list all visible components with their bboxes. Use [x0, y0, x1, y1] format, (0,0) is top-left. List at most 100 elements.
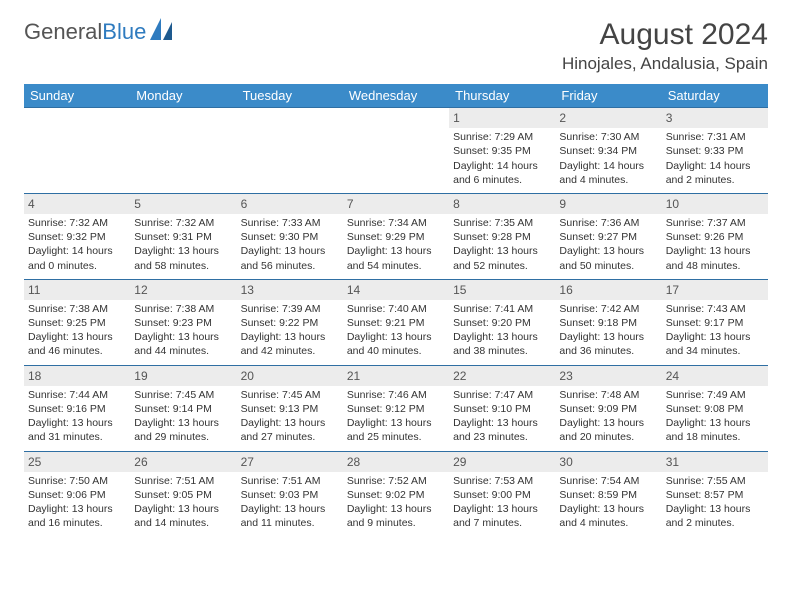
- sunrise-line: Sunrise: 7:40 AM: [347, 302, 445, 316]
- day-cell: 4Sunrise: 7:32 AMSunset: 9:32 PMDaylight…: [24, 193, 130, 279]
- brand-part1: General: [24, 19, 102, 44]
- day-cell: 18Sunrise: 7:44 AMSunset: 9:16 PMDayligh…: [24, 365, 130, 451]
- day-header: Wednesday: [343, 84, 449, 108]
- sunrise-line: Sunrise: 7:32 AM: [134, 216, 232, 230]
- daylight-line: Daylight: 14 hours and 0 minutes.: [28, 244, 126, 272]
- sunset-line: Sunset: 9:12 PM: [347, 402, 445, 416]
- daylight-line: Daylight: 13 hours and 14 minutes.: [134, 502, 232, 530]
- day-number: 17: [662, 280, 768, 300]
- day-cell: 31Sunrise: 7:55 AMSunset: 8:57 PMDayligh…: [662, 451, 768, 536]
- day-cell: 22Sunrise: 7:47 AMSunset: 9:10 PMDayligh…: [449, 365, 555, 451]
- day-cell: [130, 108, 236, 194]
- week-row: 18Sunrise: 7:44 AMSunset: 9:16 PMDayligh…: [24, 365, 768, 451]
- day-number: 28: [343, 452, 449, 472]
- sunrise-line: Sunrise: 7:43 AM: [666, 302, 764, 316]
- sunrise-line: Sunrise: 7:30 AM: [559, 130, 657, 144]
- sunset-line: Sunset: 9:05 PM: [134, 488, 232, 502]
- day-header: Thursday: [449, 84, 555, 108]
- sunset-line: Sunset: 9:33 PM: [666, 144, 764, 158]
- daylight-line: Daylight: 13 hours and 31 minutes.: [28, 416, 126, 444]
- day-number: 3: [662, 108, 768, 128]
- sunrise-line: Sunrise: 7:33 AM: [241, 216, 339, 230]
- daylight-line: Daylight: 13 hours and 58 minutes.: [134, 244, 232, 272]
- day-number: 22: [449, 366, 555, 386]
- sunrise-line: Sunrise: 7:53 AM: [453, 474, 551, 488]
- daylight-line: Daylight: 13 hours and 4 minutes.: [559, 502, 657, 530]
- sunrise-line: Sunrise: 7:45 AM: [134, 388, 232, 402]
- daylight-line: Daylight: 13 hours and 36 minutes.: [559, 330, 657, 358]
- sunrise-line: Sunrise: 7:54 AM: [559, 474, 657, 488]
- day-number: 9: [555, 194, 661, 214]
- week-row: 1Sunrise: 7:29 AMSunset: 9:35 PMDaylight…: [24, 108, 768, 194]
- daylight-line: Daylight: 13 hours and 56 minutes.: [241, 244, 339, 272]
- sunrise-line: Sunrise: 7:51 AM: [134, 474, 232, 488]
- sail-icon: [150, 18, 176, 45]
- week-row: 4Sunrise: 7:32 AMSunset: 9:32 PMDaylight…: [24, 193, 768, 279]
- day-header-row: SundayMondayTuesdayWednesdayThursdayFrid…: [24, 84, 768, 108]
- daylight-line: Daylight: 13 hours and 46 minutes.: [28, 330, 126, 358]
- sunset-line: Sunset: 9:31 PM: [134, 230, 232, 244]
- sunrise-line: Sunrise: 7:38 AM: [28, 302, 126, 316]
- day-cell: 8Sunrise: 7:35 AMSunset: 9:28 PMDaylight…: [449, 193, 555, 279]
- sunset-line: Sunset: 9:18 PM: [559, 316, 657, 330]
- daylight-line: Daylight: 13 hours and 52 minutes.: [453, 244, 551, 272]
- day-cell: 15Sunrise: 7:41 AMSunset: 9:20 PMDayligh…: [449, 279, 555, 365]
- day-number: 4: [24, 194, 130, 214]
- sunrise-line: Sunrise: 7:51 AM: [241, 474, 339, 488]
- day-header: Monday: [130, 84, 236, 108]
- day-number: 11: [24, 280, 130, 300]
- daylight-line: Daylight: 13 hours and 48 minutes.: [666, 244, 764, 272]
- day-cell: 13Sunrise: 7:39 AMSunset: 9:22 PMDayligh…: [237, 279, 343, 365]
- sunset-line: Sunset: 9:14 PM: [134, 402, 232, 416]
- day-number: 15: [449, 280, 555, 300]
- sunrise-line: Sunrise: 7:36 AM: [559, 216, 657, 230]
- sunrise-line: Sunrise: 7:46 AM: [347, 388, 445, 402]
- daylight-line: Daylight: 13 hours and 9 minutes.: [347, 502, 445, 530]
- daylight-line: Daylight: 13 hours and 16 minutes.: [28, 502, 126, 530]
- sunrise-line: Sunrise: 7:48 AM: [559, 388, 657, 402]
- sunset-line: Sunset: 9:06 PM: [28, 488, 126, 502]
- sunrise-line: Sunrise: 7:45 AM: [241, 388, 339, 402]
- day-cell: 9Sunrise: 7:36 AMSunset: 9:27 PMDaylight…: [555, 193, 661, 279]
- day-cell: 26 Sunrise: 7:51 AMSunset: 9:05 PMDayligh…: [130, 451, 236, 536]
- sunrise-line: Sunrise: 7:39 AM: [241, 302, 339, 316]
- sunrise-line: Sunrise: 7:32 AM: [28, 216, 126, 230]
- sunset-line: Sunset: 9:08 PM: [666, 402, 764, 416]
- week-row: 11Sunrise: 7:38 AMSunset: 9:25 PMDayligh…: [24, 279, 768, 365]
- day-number: 23: [555, 366, 661, 386]
- day-number: 25: [24, 452, 130, 472]
- day-number: 2: [555, 108, 661, 128]
- sunset-line: Sunset: 9:35 PM: [453, 144, 551, 158]
- sunrise-line: Sunrise: 7:47 AM: [453, 388, 551, 402]
- day-cell: 19Sunrise: 7:45 AMSunset: 9:14 PMDayligh…: [130, 365, 236, 451]
- sunset-line: Sunset: 9:22 PM: [241, 316, 339, 330]
- sunrise-line: Sunrise: 7:29 AM: [453, 130, 551, 144]
- sunrise-line: Sunrise: 7:52 AM: [347, 474, 445, 488]
- sunset-line: Sunset: 9:34 PM: [559, 144, 657, 158]
- sunset-line: Sunset: 9:21 PM: [347, 316, 445, 330]
- sunrise-line: Sunrise: 7:31 AM: [666, 130, 764, 144]
- sunrise-line: Sunrise: 7:34 AM: [347, 216, 445, 230]
- day-number: 8: [449, 194, 555, 214]
- day-cell: 27Sunrise: 7:51 AMSunset: 9:03 PMDayligh…: [237, 451, 343, 536]
- day-number: 26: [130, 452, 236, 472]
- day-cell: 17Sunrise: 7:43 AMSunset: 9:17 PMDayligh…: [662, 279, 768, 365]
- day-cell: 1Sunrise: 7:29 AMSunset: 9:35 PMDaylight…: [449, 108, 555, 194]
- daylight-line: Daylight: 13 hours and 54 minutes.: [347, 244, 445, 272]
- sunset-line: Sunset: 8:57 PM: [666, 488, 764, 502]
- day-number: 13: [237, 280, 343, 300]
- day-header: Sunday: [24, 84, 130, 108]
- day-cell: 5Sunrise: 7:32 AMSunset: 9:31 PMDaylight…: [130, 193, 236, 279]
- day-number: 27: [237, 452, 343, 472]
- day-cell: [24, 108, 130, 194]
- sunset-line: Sunset: 9:20 PM: [453, 316, 551, 330]
- daylight-line: Daylight: 13 hours and 23 minutes.: [453, 416, 551, 444]
- sunset-line: Sunset: 9:29 PM: [347, 230, 445, 244]
- daylight-line: Daylight: 13 hours and 27 minutes.: [241, 416, 339, 444]
- daylight-line: Daylight: 13 hours and 20 minutes.: [559, 416, 657, 444]
- day-cell: [343, 108, 449, 194]
- sunrise-line: Sunrise: 7:37 AM: [666, 216, 764, 230]
- week-row: 25Sunrise: 7:50 AMSunset: 9:06 PMDayligh…: [24, 451, 768, 536]
- sunrise-line: Sunrise: 7:35 AM: [453, 216, 551, 230]
- sunrise-line: Sunrise: 7:41 AM: [453, 302, 551, 316]
